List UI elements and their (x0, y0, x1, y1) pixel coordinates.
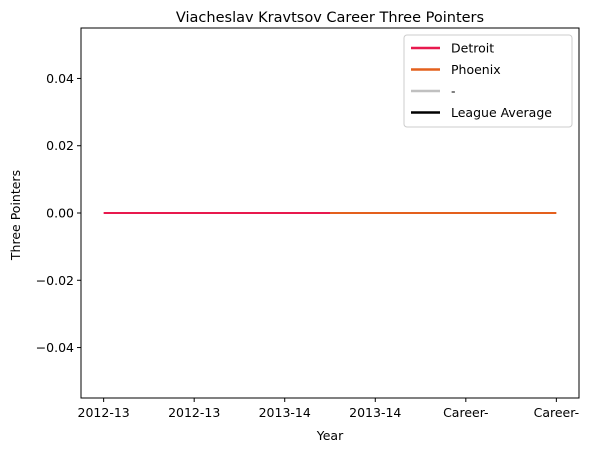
y-tick-label-2: 0.00 (46, 206, 74, 221)
legend-label-0: Detroit (451, 41, 494, 56)
chart-title: Viacheslav Kravtsov Career Three Pointer… (176, 10, 484, 26)
x-ticks: 2012-13 2012-13 2013-14 2013-14 Career- Caree… (78, 398, 579, 420)
x-tick-label-0: 2012-13 (78, 405, 130, 420)
x-tick-label-3: 2013-14 (349, 405, 401, 420)
x-tick-label-1: 2012-13 (168, 405, 220, 420)
y-tick-label-4: 0.04 (46, 71, 74, 86)
y-ticks: −0.04 −0.02 0.00 0.02 0.04 (36, 71, 81, 355)
legend-label-2: - (451, 84, 456, 99)
plot-frame (80, 27, 580, 399)
legend-frame (403, 34, 573, 128)
legend-label-3: League Average (451, 105, 552, 120)
y-axis-label: Three Pointers (8, 170, 23, 261)
x-axis-label: Year (316, 428, 344, 443)
x-tick-label-5: Career- (534, 405, 579, 420)
x-tick-label-2: 2013-14 (259, 405, 311, 420)
y-tick-label-1: −0.02 (36, 273, 74, 288)
legend: Detroit Phoenix - League Average (403, 34, 573, 128)
y-tick-label-0: −0.04 (36, 340, 74, 355)
x-tick-label-4: Career- (443, 405, 488, 420)
legend-label-1: Phoenix (451, 62, 501, 77)
y-tick-label-3: 0.02 (46, 138, 74, 153)
